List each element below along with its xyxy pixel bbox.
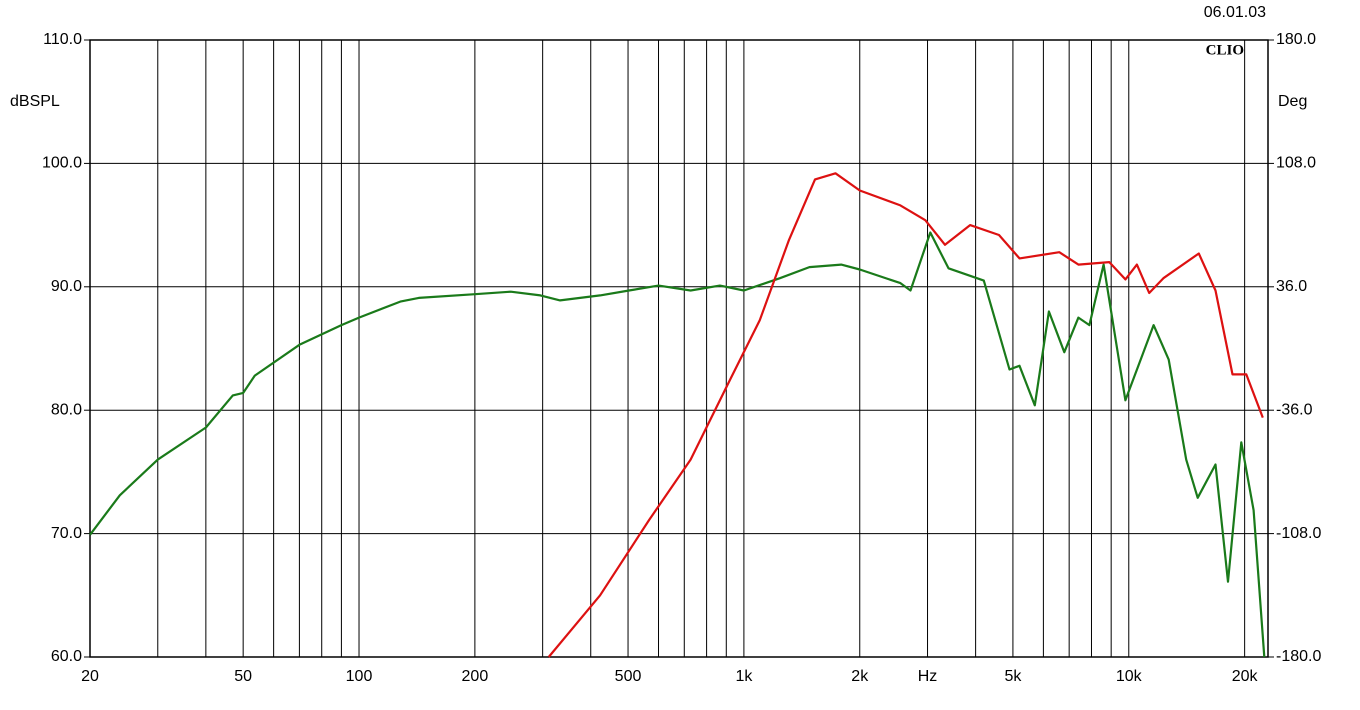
y-tick-label: 70.0 <box>51 525 82 542</box>
y-tick-label: 90.0 <box>51 278 82 295</box>
x-tick-label: 100 <box>346 668 373 685</box>
y-tick-label: 100.0 <box>42 155 82 172</box>
x-tick-label: Hz <box>918 668 938 685</box>
y-axis-label: dBSPL <box>10 93 60 110</box>
x-tick-label: 500 <box>615 668 642 685</box>
x-tick-label: 20k <box>1232 668 1259 685</box>
series-line <box>547 172 1264 658</box>
x-tick-label: 1k <box>735 668 753 685</box>
y-tick-label: 80.0 <box>51 401 82 418</box>
x-tick-label: 10k <box>1116 668 1143 685</box>
plot-frame <box>89 39 1269 658</box>
y-tick-label: 110.0 <box>43 31 82 48</box>
y-tick-label: 60.0 <box>51 648 82 665</box>
date: 06.01.03 <box>1204 4 1266 21</box>
y2-tick-label: -36.0 <box>1276 401 1313 418</box>
x-tick-label: 5k <box>1004 668 1022 685</box>
x-tick-label: 2k <box>851 668 869 685</box>
y2-tick-label: 36.0 <box>1276 278 1307 295</box>
brand: CLIO <box>1206 42 1244 58</box>
y2-tick-label: 108.0 <box>1276 155 1316 172</box>
y2-tick-label: 180.0 <box>1276 31 1316 48</box>
x-tick-label: 50 <box>234 668 252 685</box>
x-tick-label: 200 <box>462 668 489 685</box>
y2-axis-label: Deg <box>1278 93 1307 110</box>
y2-tick-label: -108.0 <box>1276 525 1321 542</box>
series-line <box>89 231 1266 658</box>
y2-tick-label: -180.0 <box>1276 648 1321 665</box>
x-tick-label: 20 <box>81 668 99 685</box>
